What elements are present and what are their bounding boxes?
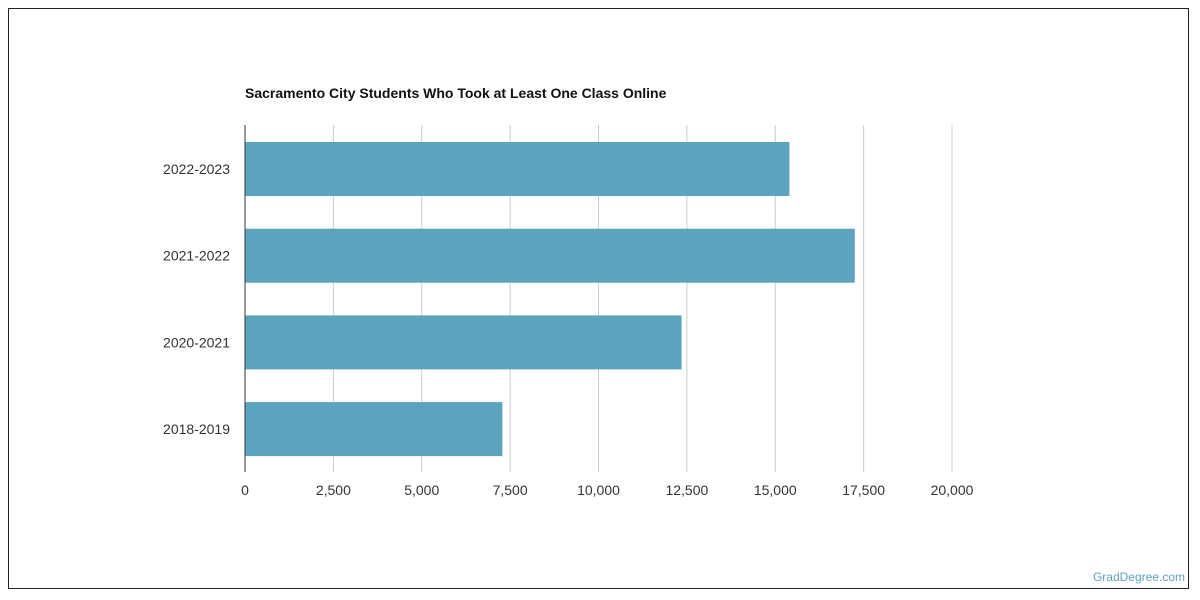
bar-2018-2019 [245, 402, 503, 457]
x-tick-label: 2,500 [316, 482, 351, 498]
x-tick-label: 17,500 [842, 482, 885, 498]
bars [245, 142, 855, 457]
category-labels: 2022-2023 2021-2022 2020-2021 2018-2019 [163, 161, 230, 437]
bar-2021-2022 [245, 228, 855, 283]
x-tick-labels: 0 2,500 5,000 7,500 10,000 12,500 15,000 17,500… [241, 482, 974, 498]
chart-title: Sacramento City Students Who Took at Lea… [245, 85, 667, 101]
source-credit: GradDegree.com [1092, 570, 1185, 584]
x-tick-label: 10,000 [577, 482, 620, 498]
bar-2020-2021 [245, 315, 682, 370]
x-tick-label: 15,000 [754, 482, 797, 498]
bar-2022-2023 [245, 142, 790, 196]
x-tick-label: 12,500 [665, 482, 708, 498]
category-label: 2022-2023 [163, 161, 230, 177]
x-tick-label: 0 [241, 482, 249, 498]
x-tick-label: 7,500 [493, 482, 528, 498]
x-tick-label: 5,000 [404, 482, 439, 498]
category-label: 2021-2022 [163, 248, 230, 264]
x-tick-label: 20,000 [931, 482, 974, 498]
category-label: 2020-2021 [163, 334, 230, 350]
category-label: 2018-2019 [163, 421, 230, 437]
